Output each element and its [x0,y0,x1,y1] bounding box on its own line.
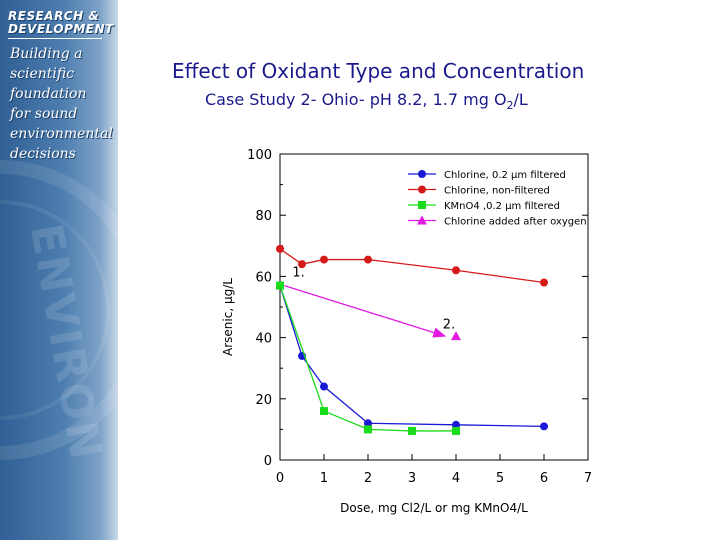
legend-label: Chlorine, 0.2 µm filtered [444,170,566,181]
slide-title: Effect of Oxidant Type and Concentration [172,59,585,83]
tagline-line: decisions [10,146,76,162]
legend-label: KMnO4 ,0.2 µm filtered [444,201,560,212]
series-line-2 [279,285,456,432]
series-line-0 [279,285,545,427]
y-tick-label: 60 [255,270,272,285]
tagline-line: Building a [10,46,83,62]
legend-marker [418,170,426,178]
annotation-label: 2. [443,317,455,332]
y-tick-label: 40 [255,332,272,347]
legend-marker [417,215,427,225]
subtitle-end: /L [513,90,528,109]
data-point-series-1 [298,260,306,269]
x-tick-label: 6 [540,471,548,486]
data-point-series-2 [452,426,460,435]
legend-label: Chlorine, non-filtered [444,186,550,197]
x-tick-label: 0 [276,471,284,486]
oxygen-arrow [284,284,447,338]
data-point-series-0 [364,419,372,428]
x-tick-label: 4 [452,471,460,486]
x-tick-label: 3 [408,471,416,486]
data-point-series-2 [364,425,372,434]
y-tick-label: 20 [255,393,272,408]
heading-divider [8,38,102,39]
subtitle-main: Case Study 2- Ohio- pH 8.2, 1.7 mg O [205,90,507,109]
data-point-series-2 [320,407,328,416]
arsenic-chart: 0 20 40 60 80 100 0 1 2 3 4 5 6 7 Dose, mg Cl2/L or mg… [221,148,592,515]
legend-label: Chlorine added after oxygen [444,217,587,228]
data-point-series-1 [320,255,328,264]
series-line-1 [279,248,545,284]
subtitle-subscript: 2 [506,99,514,113]
org-heading-line1: RESEARCH & [8,9,100,23]
tagline-line: environmental [10,126,113,142]
legend-marker [418,185,426,194]
x-axis-label: Dose, mg Cl2/L or mg KMnO4/L [340,501,528,515]
data-point-series-2 [408,426,416,435]
slide-subtitle: Case Study 2- Ohio- pH 8.2, 1.7 mg O2/L [205,90,528,112]
tagline-line: foundation [10,86,87,102]
org-heading-line2: DEVELOPMENT [8,22,114,36]
data-point-series-3 [451,331,461,341]
y-tick-label: 80 [255,209,272,224]
y-tick-label: 0 [264,454,272,469]
x-tick-label: 1 [320,471,328,486]
data-point-series-1 [276,244,284,253]
data-point-series-0 [452,420,460,429]
data-point-series-1 [364,255,372,264]
data-point-series-2 [276,281,284,290]
tagline-line: for sound [10,106,78,122]
y-axis-label: Arsenic, µg/L [221,278,235,356]
data-point-series-0 [540,422,548,431]
x-tick-label: 5 [496,471,504,486]
data-point-series-1 [452,266,460,275]
data-point-series-0 [320,382,328,391]
data-point-series-1 [540,278,548,287]
x-tick-label: 2 [364,471,372,486]
tagline-line: scientific [10,66,75,82]
x-tick-label: 7 [584,471,592,486]
legend-marker [418,201,426,209]
sidebar: ENVIRON RESEARCH & DEVELOPMENT Building … [0,0,118,540]
y-tick-label: 100 [247,148,272,163]
annotation-label: 1. [292,265,304,280]
